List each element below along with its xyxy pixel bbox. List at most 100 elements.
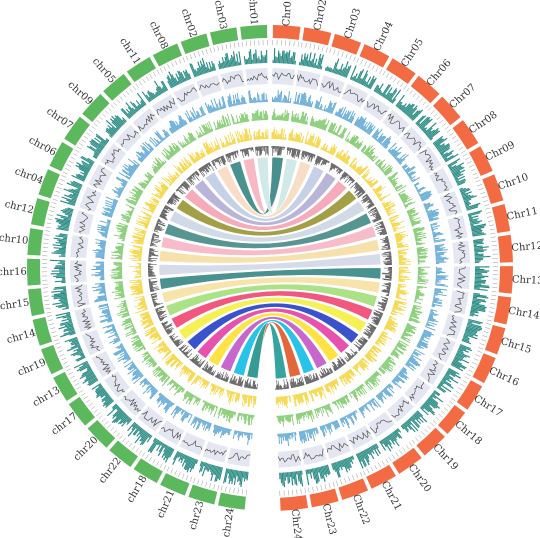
chromosome-label: chr09 [65,79,94,107]
yellow-bars [144,326,163,345]
line-track-background [152,94,179,120]
chromosome-block [180,33,210,55]
tick-mark [107,424,112,429]
inner-bars [189,354,206,368]
green-histogram-track [110,108,430,427]
inner-bars [271,146,286,156]
line-track-line [457,266,466,289]
tick-mark [68,372,74,375]
tick-mark [233,488,235,494]
line-track-line [419,149,434,171]
chromosome-label: chr22 [97,456,124,486]
tick-mark [481,196,487,199]
tick-mark [81,139,86,143]
tick-mark [50,327,56,330]
inner-bars [149,233,161,247]
inner-bars [148,278,160,293]
tick-mark [366,468,370,474]
chromosome-label: chr05 [90,56,117,86]
tick-mark [432,420,437,424]
line-track-line [79,211,89,234]
yellow-bars [164,353,184,370]
chromosome-label: Chr21 [379,479,404,512]
yellow-bars [308,386,327,402]
tick-mark [163,66,167,71]
blue-bars [170,405,193,423]
tick-mark [326,47,328,53]
yellow-bars [142,196,160,214]
tick-mark [189,476,193,482]
yellow-bars [235,128,253,144]
tick-mark [79,389,84,394]
green-bars [408,304,423,324]
chromosome-label: chr11 [117,36,142,67]
tick-mark [116,432,121,437]
chromosome-block [392,447,422,474]
green-bars [116,299,130,319]
tick-mark [148,456,152,462]
tick-mark [46,311,52,314]
green-bars [138,172,155,190]
tick-mark [66,368,72,372]
tick-mark [44,299,50,301]
chromosome-block [27,258,41,286]
chromosome-label: Chr12 [511,241,540,255]
tick-mark [473,358,479,361]
green-bars [332,394,350,410]
inner-bars [382,267,392,281]
blue-bars [232,430,253,446]
density-bars [473,238,491,263]
tick-mark [88,402,93,407]
yellow-bars [129,263,142,278]
tick-mark [107,107,112,112]
line-track-background [196,75,222,97]
tick-mark [443,407,448,411]
tick-mark [125,90,130,96]
tick-mark [398,449,403,455]
tick-mark [178,58,182,64]
tick-mark [455,390,461,395]
tick-mark [300,488,302,494]
blue-bars [118,158,140,180]
tick-mark [83,136,89,140]
line-track-background [295,69,321,90]
tick-mark [209,482,212,488]
inner-bars [371,309,384,326]
line-track-background [341,83,369,108]
synteny-ribbon [178,296,368,340]
tick-mark [122,93,127,98]
yellow-bars [395,283,409,301]
inner-bars [166,192,181,206]
blue-bars [124,361,144,385]
line-track-line [454,290,465,313]
tick-mark [488,220,494,222]
inner-bars [377,296,389,312]
tick-mark [185,475,189,481]
blue-bars [92,282,108,303]
line-track-line [246,72,269,82]
density-bars [54,207,74,232]
tick-mark [116,99,121,104]
blue-bars [391,366,409,389]
chromosome-label: chr18 [125,474,150,505]
green-bars [406,207,422,227]
chromosome-block [309,488,339,508]
line-track-background [157,420,185,445]
line-track-line [297,73,318,86]
tick-mark [48,214,54,217]
karyotype-ring [27,25,513,511]
tick-mark [480,191,486,195]
synteny-ribbon [161,276,381,304]
tick-mark [456,143,462,147]
tick-mark [464,376,470,380]
synteny-ribbon [184,180,348,231]
line-track-line [387,113,405,133]
chromosome-block [493,295,512,325]
line-track-line [73,260,83,283]
blue-histogram-track [91,89,449,446]
density-bars [419,390,444,416]
tick-mark [293,41,295,47]
tick-mark [352,475,355,481]
tick-mark [382,71,386,76]
tick-mark [225,44,228,50]
